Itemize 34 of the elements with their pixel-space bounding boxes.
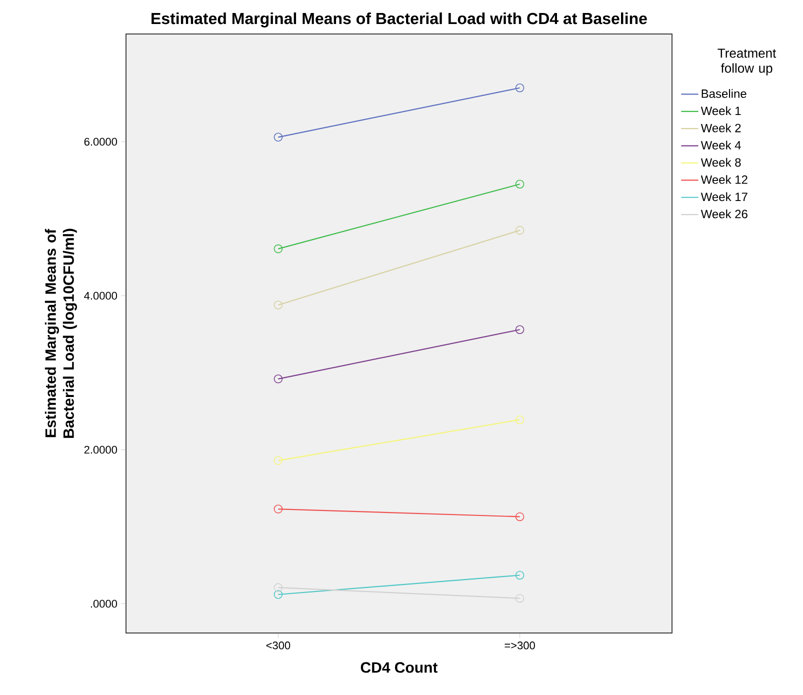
legend-label: Week 26	[700, 209, 748, 218]
y-tick-label: 4.0000	[84, 292, 118, 300]
point	[274, 583, 283, 592]
legend-label: Week 17	[700, 192, 748, 202]
x-tick-label: =>300	[504, 642, 535, 650]
y-tick-label: 2.0000	[84, 446, 118, 454]
legend-title: Treatment follow up	[718, 48, 776, 76]
point	[274, 590, 283, 599]
point	[515, 226, 524, 235]
x-tick-label: <300	[266, 642, 290, 650]
point	[515, 512, 524, 522]
point	[274, 132, 283, 142]
y-axis-title: Estimated Marginal Means of Bacterial Load (log10CFU/ml)	[44, 228, 77, 438]
point	[274, 504, 283, 514]
legend-label: Week 12	[700, 175, 748, 184]
point	[274, 300, 283, 310]
point	[515, 325, 524, 334]
point	[274, 456, 283, 465]
legend-label: Baseline	[702, 89, 746, 98]
y-tick-label: 6.0000	[84, 138, 118, 146]
legend-label: Week 4	[700, 140, 741, 150]
point	[515, 415, 524, 424]
chart-title: Estimated Marginal Means of Bacterial Load with CD4 at Baseline	[152, 12, 647, 28]
legend-label: Week 1	[700, 106, 741, 116]
point	[515, 594, 524, 603]
y-tick-label: .0000	[90, 600, 118, 608]
point	[515, 83, 524, 92]
x-axis-title: CD4 Count	[360, 662, 438, 673]
point	[274, 244, 283, 254]
point	[515, 180, 524, 189]
point	[515, 570, 524, 580]
legend-label: Week 2	[700, 124, 741, 132]
legend-label: Week 8	[700, 158, 741, 167]
point	[274, 374, 283, 384]
